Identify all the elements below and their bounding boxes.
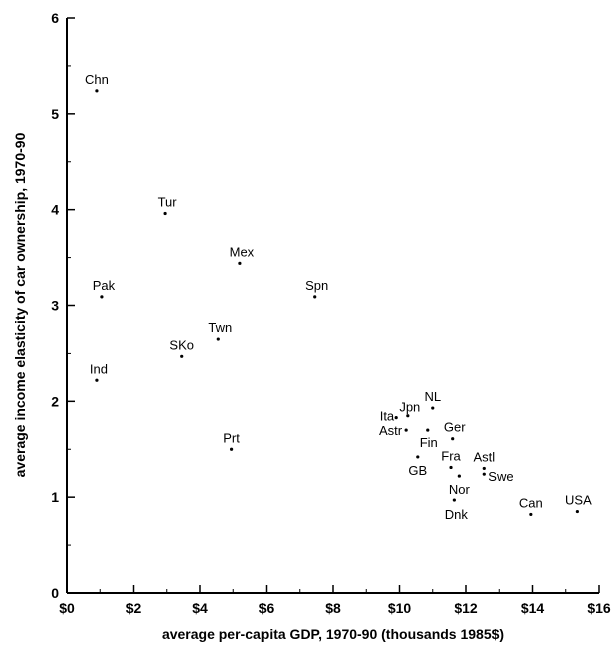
x-tick-label: $8 (325, 600, 341, 616)
data-point-spn (313, 295, 317, 299)
point-label-can: Can (519, 495, 543, 510)
data-point-astl (482, 466, 486, 471)
data-point-nor (457, 474, 461, 478)
data-point-usa (575, 509, 579, 514)
point-label-tur: Tur (158, 195, 178, 210)
data-point-astr (404, 428, 408, 432)
point-label-prt: Prt (223, 430, 240, 445)
data-point-twn (216, 337, 220, 341)
point-label-dnk: Dnk (445, 507, 469, 522)
x-tick-label: $4 (192, 600, 208, 616)
data-point-gb (416, 455, 420, 459)
y-axis-ticks: 0 1 2 3 4 5 6 (51, 10, 75, 601)
point-label-nor: Nor (449, 482, 471, 497)
x-tick-label: $2 (126, 600, 142, 616)
data-point-sko (180, 354, 184, 358)
x-axis-ticks: $0 $2 $4 $6 $8 $10 $12 $14 $16 (59, 585, 611, 616)
x-tick-label: $14 (521, 600, 545, 616)
point-label-astl: Astl (473, 449, 495, 464)
y-tick-label: 6 (51, 10, 59, 26)
point-label-ger: Ger (444, 420, 466, 435)
point-label-usa: USA (565, 493, 592, 508)
y-tick-label: 1 (51, 489, 59, 505)
data-point-pak (100, 295, 104, 299)
y-tick-label: 5 (51, 106, 59, 122)
point-label-swe: Swe (488, 469, 513, 484)
point-label-sko: SKo (169, 337, 194, 352)
point-label-fin: Fin (420, 435, 438, 450)
data-point-ger (451, 437, 455, 441)
data-point-ind (95, 378, 99, 382)
data-point-fra (449, 465, 453, 470)
data-point-nl (431, 406, 435, 410)
x-tick-label: $16 (587, 600, 611, 616)
data-point-jpn (406, 414, 410, 418)
data-point-prt (229, 447, 234, 451)
x-tick-label: $12 (454, 600, 478, 616)
point-label-pak: Pak (93, 278, 116, 293)
point-label-gb: GB (408, 463, 427, 478)
x-tick-label: $0 (59, 600, 75, 616)
y-tick-label: 3 (51, 298, 59, 314)
point-label-nl: NL (424, 389, 441, 404)
data-point-tur (163, 211, 167, 216)
point-label-astr: Astr (379, 423, 403, 438)
point-label-mex: Mex (230, 244, 255, 259)
point-label-jpn: Jpn (399, 400, 420, 415)
data-point-swe (482, 472, 486, 476)
x-axis-title: average per-capita GDP, 1970-90 (thousan… (162, 626, 504, 642)
point-label-ind: Ind (90, 361, 108, 376)
point-label-fra: Fra (441, 448, 461, 463)
y-axis-title: average income elasticity of car ownersh… (12, 132, 28, 477)
data-point-fin (426, 428, 430, 432)
point-label-ita: Ita (380, 409, 395, 424)
data-point-chn (95, 89, 99, 93)
y-tick-label: 0 (51, 585, 59, 601)
data-point-ita (394, 416, 398, 420)
point-label-twn: Twn (208, 320, 232, 335)
data-point-can (529, 512, 533, 517)
point-label-spn: Spn (305, 278, 328, 293)
y-tick-label: 2 (51, 393, 59, 409)
data-point-dnk (452, 498, 456, 502)
x-tick-label: $10 (388, 600, 412, 616)
data-point-mex (238, 261, 242, 265)
point-label-chn: Chn (85, 72, 109, 87)
x-tick-label: $6 (259, 600, 275, 616)
y-tick-label: 4 (51, 202, 59, 218)
